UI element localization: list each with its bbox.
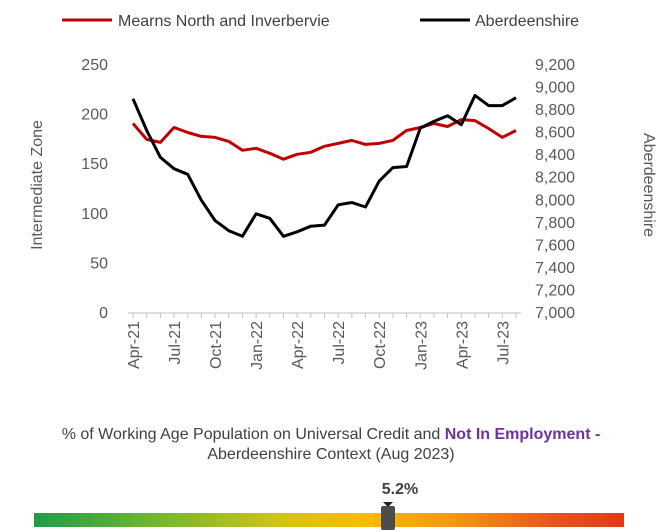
right-tick-label: 9,000	[535, 80, 575, 97]
x-tick-label: Oct-22	[372, 321, 389, 369]
dual-axis-line-chart: Mearns North and Inverbervie Aberdeenshir…	[29, 13, 657, 370]
right-tick-label: 8,800	[535, 102, 575, 119]
right-tick-label: 8,600	[535, 125, 575, 142]
series-line-aberdeenshire	[131, 93, 517, 238]
right-tick-label: 8,000	[535, 192, 575, 209]
x-tick-label: Jan-22	[249, 321, 266, 370]
x-axis-ticks: Apr-21 Jul-21 Oct-21 Jan-22 Apr-22 Jul-22 Oct-…	[126, 313, 517, 370]
right-tick-label: 7,600	[535, 237, 575, 254]
x-tick-label: Jul-21	[167, 321, 184, 365]
context-caption: % of Working Age Population on Universal…	[20, 425, 642, 465]
legend-label: Aberdeenshire	[475, 13, 579, 30]
x-tick-label: Oct-21	[208, 321, 225, 369]
x-tick-label: Apr-23	[454, 321, 471, 369]
right-tick-label: 7,800	[535, 215, 575, 232]
left-axis-ticks: 0 50 100 150 200 250	[81, 57, 108, 322]
right-tick-label: 8,200	[535, 170, 575, 187]
legend-label: Mearns North and Inverbervie	[118, 13, 330, 30]
right-axis-label: Aberdeenshire	[640, 133, 657, 237]
left-tick-label: 250	[81, 57, 108, 74]
x-tick-label: Jul-23	[495, 321, 512, 365]
right-tick-label: 9,200	[535, 57, 575, 74]
right-tick-label: 7,400	[535, 260, 575, 277]
left-axis-label: Intermediate Zone	[29, 120, 46, 250]
series-line-mearns	[131, 118, 517, 161]
left-tick-label: 150	[81, 156, 108, 173]
right-tick-label: 8,400	[535, 147, 575, 164]
left-tick-label: 0	[99, 305, 108, 322]
right-tick-label: 7,000	[535, 305, 575, 322]
left-tick-label: 50	[90, 255, 108, 272]
x-tick-label: Apr-22	[290, 321, 307, 369]
context-marker	[381, 502, 395, 530]
left-tick-label: 100	[81, 206, 108, 223]
caption-dash: -	[590, 426, 601, 443]
right-axis-ticks: 7,000 7,200 7,400 7,600 7,800 8,000 8,200 8,400…	[535, 57, 575, 322]
x-tick-label: Apr-21	[126, 321, 143, 369]
caption-context: Aberdeenshire Context (Aug 2023)	[207, 446, 455, 463]
caption-highlight: Not In Employment	[444, 426, 591, 443]
context-value-label: 5.2%	[381, 481, 419, 498]
right-tick-label: 7,200	[535, 282, 575, 299]
caption-text: % of Working Age Population on Universal…	[61, 426, 445, 443]
context-gradient-scale	[34, 513, 624, 527]
chart-series	[131, 93, 517, 238]
left-tick-label: 200	[81, 107, 108, 124]
x-tick-label: Jul-22	[331, 321, 348, 365]
chart-legend: Mearns North and Inverbervie Aberdeenshir…	[62, 13, 579, 30]
x-tick-label: Jan-23	[413, 321, 430, 370]
